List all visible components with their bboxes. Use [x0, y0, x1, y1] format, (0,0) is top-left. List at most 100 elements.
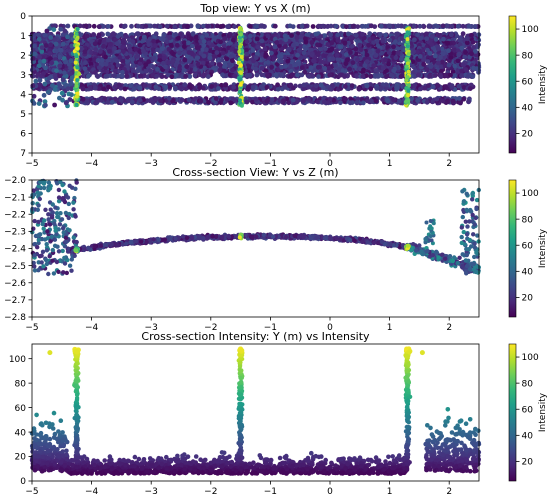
data-point — [36, 32, 41, 38]
data-point — [297, 47, 303, 53]
data-point — [112, 68, 118, 74]
data-point — [460, 23, 466, 29]
chart-title: Top view: Y vs X (m) — [199, 2, 310, 15]
data-point — [103, 54, 108, 60]
data-point — [327, 72, 333, 78]
data-point — [77, 23, 83, 29]
data-point — [328, 32, 334, 38]
data-point — [367, 31, 373, 36]
data-point — [360, 74, 366, 79]
data-point — [418, 35, 424, 41]
data-point — [395, 23, 401, 29]
data-point — [192, 73, 198, 78]
data-point — [433, 36, 439, 42]
data-point — [248, 33, 253, 39]
data-point — [460, 62, 466, 67]
data-point — [255, 44, 261, 50]
data-point — [312, 58, 317, 64]
data-point — [299, 23, 305, 29]
data-point — [319, 39, 325, 44]
data-point — [438, 74, 444, 79]
data-point — [432, 53, 438, 59]
data-point — [399, 56, 404, 62]
data-point — [222, 36, 228, 41]
data-point — [421, 23, 426, 29]
data-point — [167, 34, 173, 40]
data-point — [185, 24, 190, 29]
data-point — [293, 62, 299, 68]
data-point — [218, 39, 224, 45]
data-point — [360, 31, 365, 37]
data-point — [224, 56, 230, 62]
data-point — [200, 34, 205, 40]
data-point — [380, 37, 385, 43]
data-point — [335, 38, 341, 43]
data-point — [416, 72, 422, 78]
data-point — [157, 24, 163, 30]
data-point — [265, 33, 271, 39]
data-point — [417, 23, 423, 29]
data-point — [344, 57, 350, 63]
data-point — [278, 73, 284, 78]
data-point — [440, 59, 445, 65]
data-point — [126, 37, 132, 43]
data-point — [137, 42, 143, 48]
data-point — [334, 52, 340, 58]
data-point — [302, 23, 308, 29]
data-point — [302, 54, 308, 60]
data-point — [383, 32, 388, 38]
data-point — [285, 58, 291, 64]
data-point — [134, 54, 139, 59]
data-point — [173, 32, 179, 37]
data-point — [445, 40, 451, 46]
data-point — [368, 74, 374, 79]
data-point — [313, 31, 319, 37]
data-point — [386, 50, 392, 55]
data-point — [320, 23, 326, 29]
data-point — [160, 46, 165, 51]
data-point — [112, 73, 118, 78]
data-point — [428, 63, 434, 69]
data-point — [141, 38, 146, 43]
data-point — [462, 54, 468, 60]
data-point — [65, 23, 71, 29]
data-point — [344, 24, 349, 30]
data-point — [463, 50, 468, 55]
data-point — [115, 62, 121, 68]
data-point — [325, 42, 331, 47]
data-point — [310, 24, 316, 29]
data-point — [173, 62, 179, 68]
data-point — [265, 72, 270, 78]
data-point — [253, 55, 259, 60]
data-point — [216, 57, 222, 62]
data-point — [135, 23, 141, 29]
data-point — [138, 73, 144, 79]
data-point — [283, 37, 289, 43]
data-point — [355, 24, 361, 29]
data-point — [188, 23, 194, 29]
data-point — [282, 44, 288, 49]
data-point — [390, 24, 396, 29]
data-point — [254, 72, 260, 78]
data-point — [82, 49, 88, 55]
data-point — [152, 43, 158, 49]
data-point — [315, 42, 320, 48]
data-point — [195, 55, 201, 61]
data-point — [449, 32, 454, 38]
data-point — [336, 67, 342, 72]
data-point — [465, 36, 470, 42]
data-point — [335, 32, 341, 38]
data-point — [155, 66, 160, 72]
data-point — [432, 73, 438, 78]
data-point — [272, 23, 278, 29]
data-point — [254, 36, 260, 42]
data-point — [371, 39, 376, 45]
data-point — [459, 45, 465, 51]
data-point — [220, 72, 225, 78]
data-point — [133, 46, 139, 52]
data-point — [373, 68, 379, 73]
data-point — [194, 45, 200, 51]
data-point — [434, 24, 440, 29]
data-point — [117, 55, 123, 60]
data-point — [183, 74, 189, 79]
